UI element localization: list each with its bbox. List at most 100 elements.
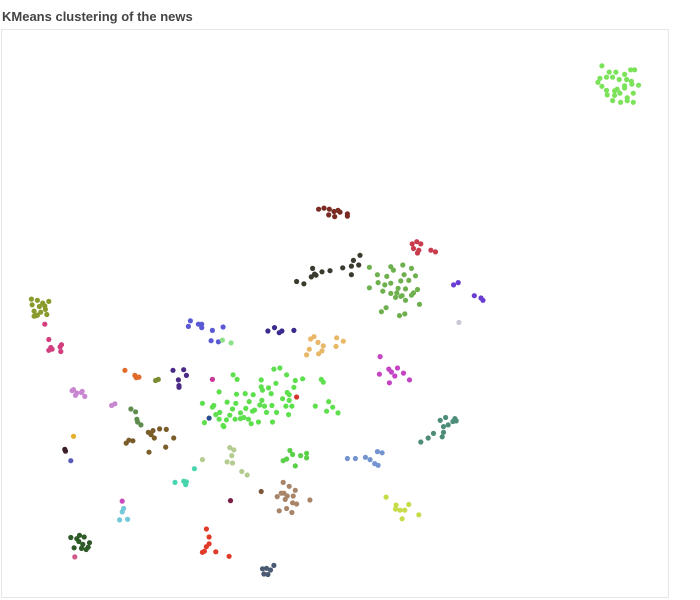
- data-point: [175, 377, 181, 383]
- data-point: [226, 553, 232, 559]
- data-point: [242, 391, 248, 397]
- data-point: [233, 400, 239, 406]
- data-point: [604, 92, 610, 98]
- data-point: [451, 282, 457, 288]
- data-point: [383, 305, 389, 311]
- data-point: [614, 86, 620, 92]
- data-point: [603, 74, 610, 80]
- data-point: [119, 498, 125, 504]
- data-point: [409, 241, 415, 247]
- data-point: [394, 365, 401, 371]
- data-point: [416, 301, 423, 307]
- data-point: [259, 566, 266, 572]
- data-point: [414, 286, 421, 293]
- data-point: [597, 75, 603, 81]
- data-point: [70, 387, 77, 393]
- data-point: [326, 212, 332, 218]
- data-point: [414, 250, 421, 256]
- data-point: [326, 399, 332, 405]
- data-point: [216, 416, 222, 422]
- data-point: [258, 377, 264, 383]
- data-point: [130, 438, 136, 444]
- data-point: [402, 297, 409, 303]
- data-point: [183, 372, 189, 378]
- data-point: [402, 286, 409, 292]
- data-point: [78, 545, 85, 552]
- data-point: [289, 509, 295, 516]
- data-point: [282, 496, 288, 502]
- data-point: [384, 273, 390, 279]
- data-point: [119, 509, 125, 515]
- data-point: [151, 435, 157, 441]
- data-point: [376, 371, 382, 377]
- data-point: [340, 338, 346, 344]
- cluster-38: [117, 505, 131, 523]
- data-point: [307, 497, 313, 503]
- data-point: [257, 402, 263, 408]
- data-point: [291, 327, 297, 333]
- data-point: [58, 342, 65, 348]
- data-point: [334, 335, 340, 341]
- data-point: [388, 280, 394, 286]
- data-point: [629, 81, 635, 87]
- cluster-42: [259, 562, 277, 578]
- data-point: [157, 426, 163, 432]
- data-point: [286, 397, 292, 403]
- data-point: [234, 376, 240, 382]
- scatter-plot: [28, 63, 642, 578]
- data-point: [301, 281, 307, 287]
- data-point: [428, 247, 434, 253]
- data-point: [68, 534, 74, 541]
- data-point: [201, 420, 207, 426]
- data-point: [125, 516, 131, 522]
- cluster-25: [418, 414, 459, 445]
- data-point: [199, 549, 205, 555]
- data-point: [229, 460, 236, 466]
- data-point: [219, 337, 225, 343]
- data-point: [327, 268, 333, 274]
- data-point: [229, 406, 236, 412]
- data-point: [44, 311, 50, 318]
- chart-title: KMeans clustering of the news: [2, 9, 193, 24]
- data-point: [206, 415, 212, 421]
- data-point: [392, 506, 399, 512]
- data-point: [410, 245, 417, 252]
- data-point: [72, 554, 78, 560]
- data-point: [81, 534, 87, 540]
- data-point: [276, 508, 282, 514]
- data-point: [221, 424, 227, 430]
- data-point: [203, 526, 209, 532]
- data-point: [612, 92, 618, 98]
- data-point: [348, 263, 354, 269]
- data-point: [397, 507, 403, 513]
- data-point: [209, 376, 215, 382]
- data-point: [412, 273, 419, 279]
- data-point: [455, 280, 461, 286]
- cluster-26: [70, 433, 77, 439]
- data-point: [290, 500, 296, 506]
- data-point: [279, 328, 285, 334]
- data-point: [209, 404, 215, 410]
- data-point: [401, 272, 407, 278]
- data-point: [357, 252, 363, 258]
- data-point: [42, 306, 49, 312]
- data-point: [31, 308, 37, 314]
- cluster-9: [42, 321, 65, 355]
- data-point: [331, 208, 337, 215]
- cluster-13: [304, 334, 346, 358]
- data-point: [29, 302, 35, 308]
- data-point: [356, 262, 362, 268]
- cluster-2: [316, 205, 350, 220]
- cluster-15: [122, 367, 142, 381]
- data-point: [292, 487, 298, 493]
- data-point: [271, 325, 278, 331]
- data-point: [395, 285, 401, 291]
- data-point: [224, 399, 230, 405]
- data-point: [273, 380, 279, 386]
- data-point: [280, 479, 286, 485]
- data-point: [418, 241, 424, 247]
- data-point: [396, 313, 403, 319]
- data-point: [392, 373, 398, 379]
- data-point: [237, 410, 244, 416]
- cluster-36: [383, 494, 422, 522]
